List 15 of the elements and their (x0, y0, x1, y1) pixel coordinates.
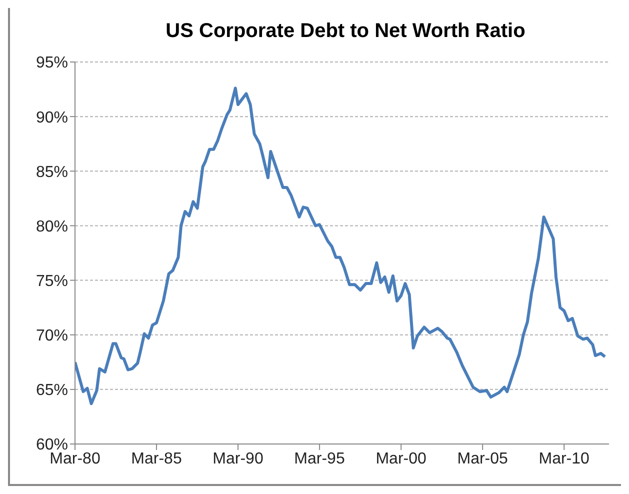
x-tick-label: Mar-00 (376, 450, 427, 468)
y-tick-label: 65% (36, 382, 68, 400)
y-tick-label: 90% (36, 109, 68, 126)
y-tick-label: 95% (36, 54, 68, 72)
chart-title: US Corporate Debt to Net Worth Ratio (164, 20, 526, 43)
y-tick-label: 70% (36, 328, 68, 345)
x-tick-label: Mar-85 (131, 450, 182, 468)
line-series (75, 86, 606, 406)
y-tick-label: 75% (36, 272, 68, 290)
x-tick-label: Mar-90 (212, 450, 264, 468)
y-tick-label: 80% (36, 218, 68, 236)
x-tick-label: Mar-05 (457, 450, 508, 468)
x-tick-label: Mar-10 (538, 450, 590, 468)
y-tick-label: 85% (36, 164, 68, 181)
x-tick-label: Mar-95 (294, 450, 345, 468)
